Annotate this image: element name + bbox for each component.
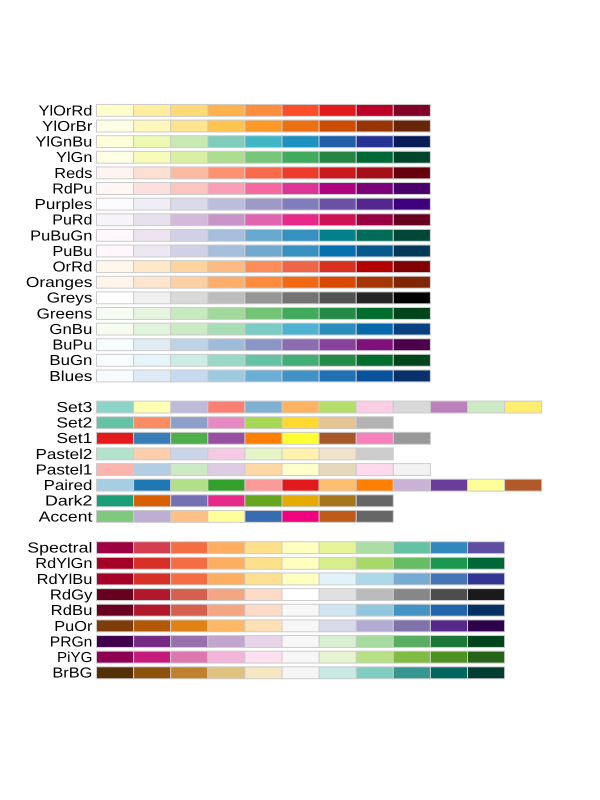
- svg-text:Pastel2: Pastel2: [36, 447, 93, 463]
- svg-text:Accent: Accent: [39, 509, 93, 525]
- svg-text:BuPu: BuPu: [52, 338, 92, 354]
- svg-text:Blues: Blues: [49, 369, 92, 385]
- svg-text:Greens: Greens: [37, 306, 93, 322]
- svg-text:RdBu: RdBu: [51, 603, 93, 619]
- svg-text:RdYlBu: RdYlBu: [37, 572, 93, 588]
- svg-text:YlGnBu: YlGnBu: [35, 135, 92, 151]
- svg-text:PuBu: PuBu: [52, 244, 92, 260]
- svg-text:Pastel1: Pastel1: [36, 462, 93, 478]
- svg-text:BuGn: BuGn: [49, 353, 92, 369]
- svg-text:Greys: Greys: [47, 291, 93, 307]
- svg-text:RdYlGn: RdYlGn: [35, 556, 92, 572]
- svg-text:PRGn: PRGn: [50, 634, 93, 650]
- svg-text:Paired: Paired: [44, 478, 93, 494]
- svg-text:RdGy: RdGy: [50, 587, 93, 603]
- svg-text:PiYG: PiYG: [57, 650, 92, 666]
- svg-text:Purples: Purples: [35, 197, 93, 213]
- svg-text:RdPu: RdPu: [52, 181, 92, 197]
- svg-text:Set1: Set1: [56, 431, 92, 447]
- svg-text:PuRd: PuRd: [52, 213, 92, 229]
- svg-text:OrRd: OrRd: [53, 260, 93, 276]
- svg-text:Spectral: Spectral: [27, 541, 92, 557]
- svg-text:YlGn: YlGn: [56, 150, 92, 166]
- svg-text:YlOrRd: YlOrRd: [39, 103, 93, 119]
- svg-text:GnBu: GnBu: [49, 322, 92, 338]
- svg-text:PuOr: PuOr: [54, 619, 92, 635]
- svg-text:YlOrBr: YlOrBr: [42, 119, 92, 135]
- svg-text:BrBG: BrBG: [52, 666, 92, 682]
- svg-text:Dark2: Dark2: [45, 494, 92, 510]
- svg-text:Oranges: Oranges: [26, 275, 93, 291]
- svg-text:PuBuGn: PuBuGn: [30, 228, 92, 244]
- svg-text:Set3: Set3: [56, 400, 92, 416]
- svg-text:Set2: Set2: [56, 416, 92, 432]
- svg-text:Reds: Reds: [54, 166, 92, 182]
